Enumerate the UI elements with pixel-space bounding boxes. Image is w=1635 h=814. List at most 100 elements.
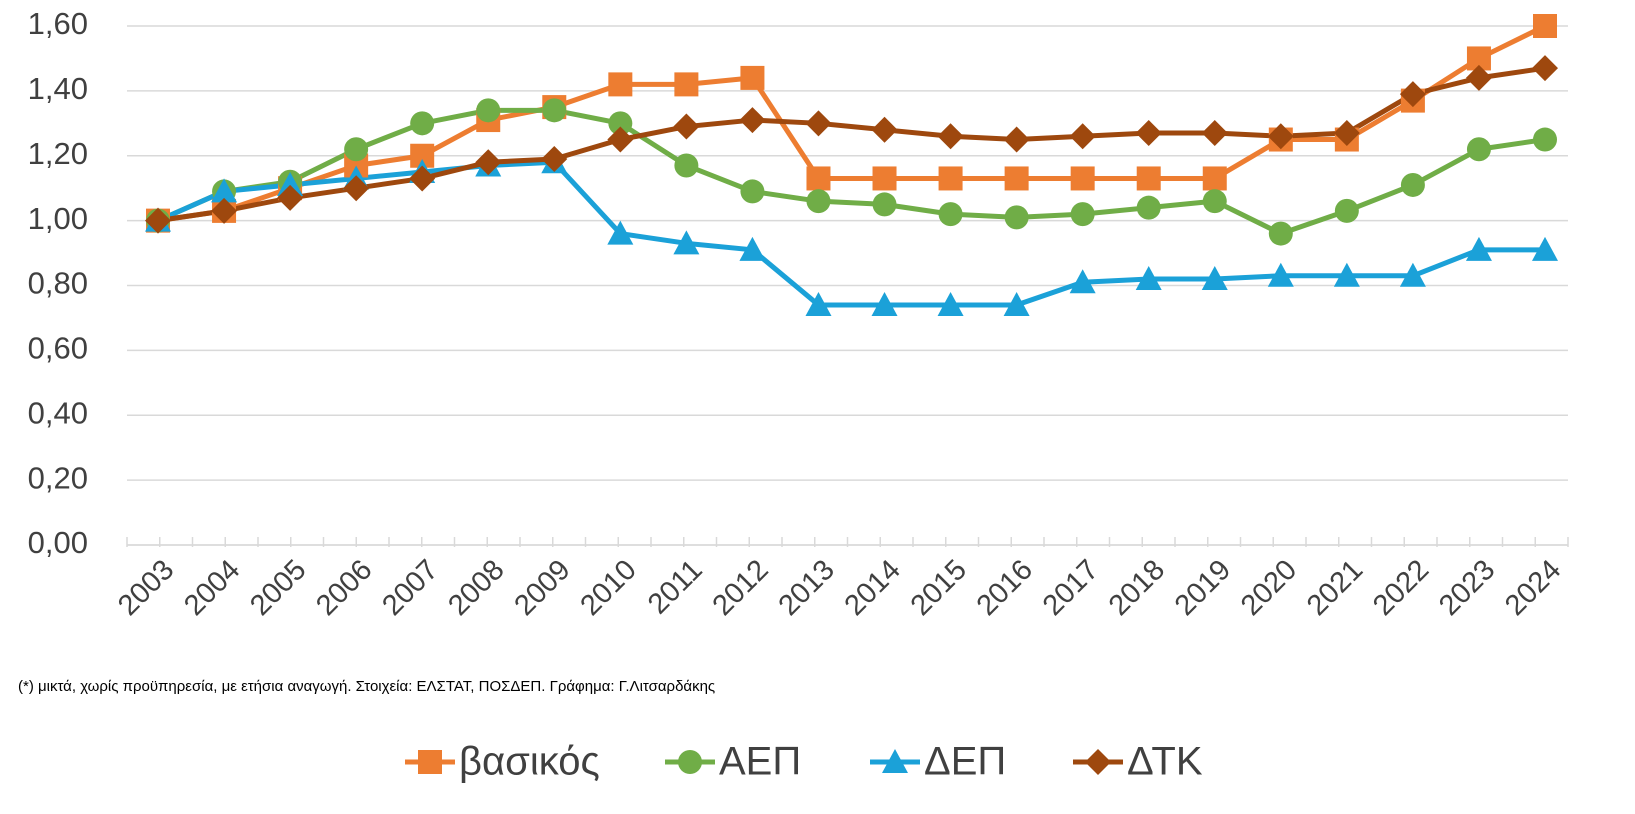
data-point: [872, 192, 897, 217]
legend-marker: [678, 750, 702, 774]
x-tick-label: 2017: [1037, 554, 1105, 622]
data-point: [410, 111, 435, 136]
data-point: [409, 165, 436, 192]
data-point: [871, 291, 898, 316]
data-point: [938, 166, 963, 191]
legend-label: ΔΤΚ: [1127, 740, 1203, 784]
data-point: [1003, 126, 1030, 153]
data-point: [1267, 123, 1294, 150]
data-point: [1004, 166, 1029, 191]
series-line: [157, 23, 1547, 224]
data-point: [1069, 123, 1096, 150]
x-tick-label: 2020: [1235, 554, 1303, 622]
data-point: [1201, 120, 1228, 147]
data-point: [1334, 198, 1359, 223]
y-tick-label: 0,00: [28, 525, 88, 560]
data-point: [541, 145, 568, 172]
x-tick-label: 2005: [244, 554, 312, 622]
data-point: [1136, 195, 1161, 220]
data-point: [607, 220, 634, 245]
data-point: [1465, 64, 1492, 91]
y-tick-label: 0,80: [28, 266, 88, 301]
x-tick-label: 2024: [1499, 554, 1567, 622]
x-tick-label: 2012: [707, 554, 775, 622]
y-tick-label: 1,60: [28, 6, 88, 41]
data-point: [1004, 205, 1029, 230]
data-point: [1136, 166, 1161, 191]
data-point: [1202, 189, 1227, 214]
x-tick-label: 2004: [178, 554, 246, 622]
data-point: [1333, 120, 1360, 147]
x-tick-label: 2021: [1301, 554, 1369, 622]
x-tick-label: 2008: [442, 554, 510, 622]
data-point: [674, 72, 699, 97]
x-tick-label: 2014: [839, 554, 907, 622]
x-tick-label: 2018: [1103, 554, 1171, 622]
data-point: [1399, 81, 1426, 108]
data-point: [1268, 221, 1293, 246]
data-point: [1070, 202, 1095, 227]
series-line: [157, 65, 1546, 224]
data-point: [542, 98, 567, 123]
data-point: [1532, 55, 1558, 82]
x-tick-label: 2006: [310, 554, 378, 622]
y-tick-label: 1,40: [28, 71, 88, 106]
data-point: [674, 153, 699, 178]
series-line: [156, 159, 1545, 308]
x-tick-label: 2013: [773, 554, 841, 622]
data-point: [277, 184, 304, 211]
data-point: [1533, 127, 1557, 152]
data-point: [344, 137, 369, 162]
data-point: [806, 189, 831, 214]
series-line: [156, 107, 1546, 237]
y-tick-label: 0,60: [28, 331, 88, 366]
data-point: [673, 113, 700, 140]
data-point: [1069, 269, 1096, 294]
data-point: [1267, 262, 1294, 287]
data-point: [343, 175, 370, 202]
y-tick-label: 0,40: [28, 395, 88, 430]
x-tick-label: 2022: [1367, 554, 1435, 622]
data-point: [1135, 266, 1162, 291]
data-point: [740, 65, 765, 90]
data-point: [1399, 262, 1426, 287]
y-tick-label: 0,20: [28, 460, 88, 495]
data-point: [277, 171, 304, 196]
x-tick-label: 2019: [1169, 554, 1237, 622]
data-point: [1466, 137, 1491, 162]
data-point: [211, 178, 238, 203]
data-point: [1333, 262, 1360, 287]
data-point: [1070, 166, 1095, 191]
legend-marker: [418, 750, 442, 774]
y-tick-label: 1,20: [28, 136, 88, 171]
data-point: [871, 116, 898, 143]
data-point: [673, 230, 700, 255]
x-tick-label: 2016: [971, 554, 1039, 622]
x-tick-label: 2003: [112, 554, 180, 622]
data-point: [805, 291, 832, 316]
data-point: [1533, 14, 1557, 38]
data-point: [739, 236, 766, 261]
data-point: [872, 166, 897, 191]
data-point: [806, 166, 831, 191]
x-tick-label: 2023: [1433, 554, 1501, 622]
data-point: [740, 179, 765, 204]
data-point: [476, 98, 501, 123]
legend-label: ΔΕΠ: [924, 740, 1006, 784]
data-point: [1202, 166, 1227, 191]
x-tick-label: 2009: [508, 554, 576, 622]
data-point: [1201, 266, 1228, 291]
legend-label: βασικός: [459, 740, 600, 784]
data-point: [608, 111, 633, 136]
data-point: [211, 197, 238, 224]
data-point: [1532, 236, 1558, 261]
data-point: [937, 123, 964, 150]
legend-label: ΑΕΠ: [719, 740, 801, 784]
data-point: [1003, 291, 1030, 316]
x-tick-label: 2010: [574, 554, 642, 622]
data-point: [1400, 172, 1425, 197]
data-point: [1465, 236, 1492, 261]
data-point: [805, 110, 832, 137]
data-point: [607, 126, 634, 153]
